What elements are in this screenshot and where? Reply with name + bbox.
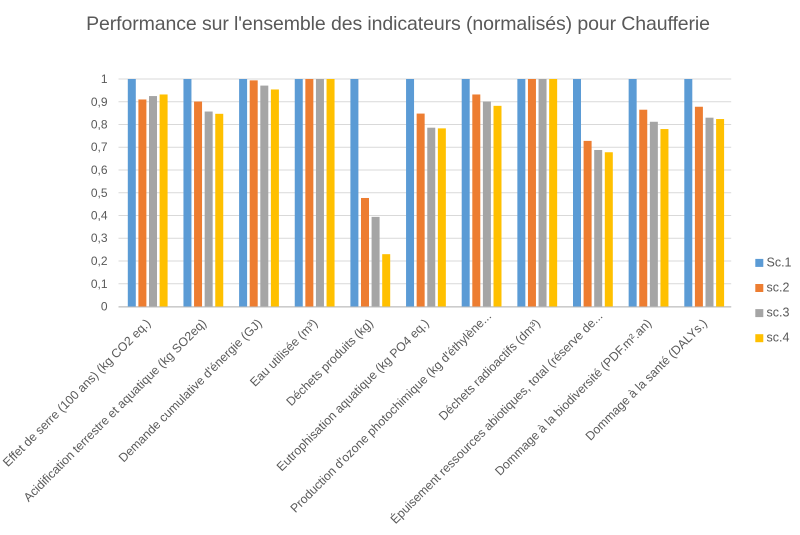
svg-text:1: 1 bbox=[101, 72, 108, 86]
svg-text:Production d'ozone photochimiq: Production d'ozone photochimique (kg d'é… bbox=[288, 309, 495, 516]
svg-text:0,8: 0,8 bbox=[91, 118, 108, 132]
svg-text:0,3: 0,3 bbox=[91, 231, 108, 245]
svg-text:0,5: 0,5 bbox=[91, 186, 108, 200]
svg-text:0,1: 0,1 bbox=[91, 277, 108, 291]
svg-text:sc.3: sc.3 bbox=[767, 306, 790, 320]
svg-text:0,4: 0,4 bbox=[91, 209, 108, 223]
svg-text:0,7: 0,7 bbox=[91, 140, 108, 154]
svg-text:Épuisement ressources abiotiqu: Épuisement ressources abiotiques, total … bbox=[387, 308, 605, 526]
svg-text:0,9: 0,9 bbox=[91, 95, 108, 109]
svg-text:sc.2: sc.2 bbox=[767, 281, 790, 295]
svg-text:0,2: 0,2 bbox=[91, 254, 108, 268]
svg-text:Déchets radioactifs (dm³): Déchets radioactifs (dm³) bbox=[436, 316, 543, 423]
svg-text:Sc.1: Sc.1 bbox=[767, 255, 792, 269]
svg-text:0: 0 bbox=[101, 300, 108, 314]
svg-text:Dommage à la santé (DALYs.): Dommage à la santé (DALYs.) bbox=[583, 316, 710, 443]
svg-text:0,6: 0,6 bbox=[91, 163, 108, 177]
svg-text:sc.4: sc.4 bbox=[767, 331, 790, 345]
